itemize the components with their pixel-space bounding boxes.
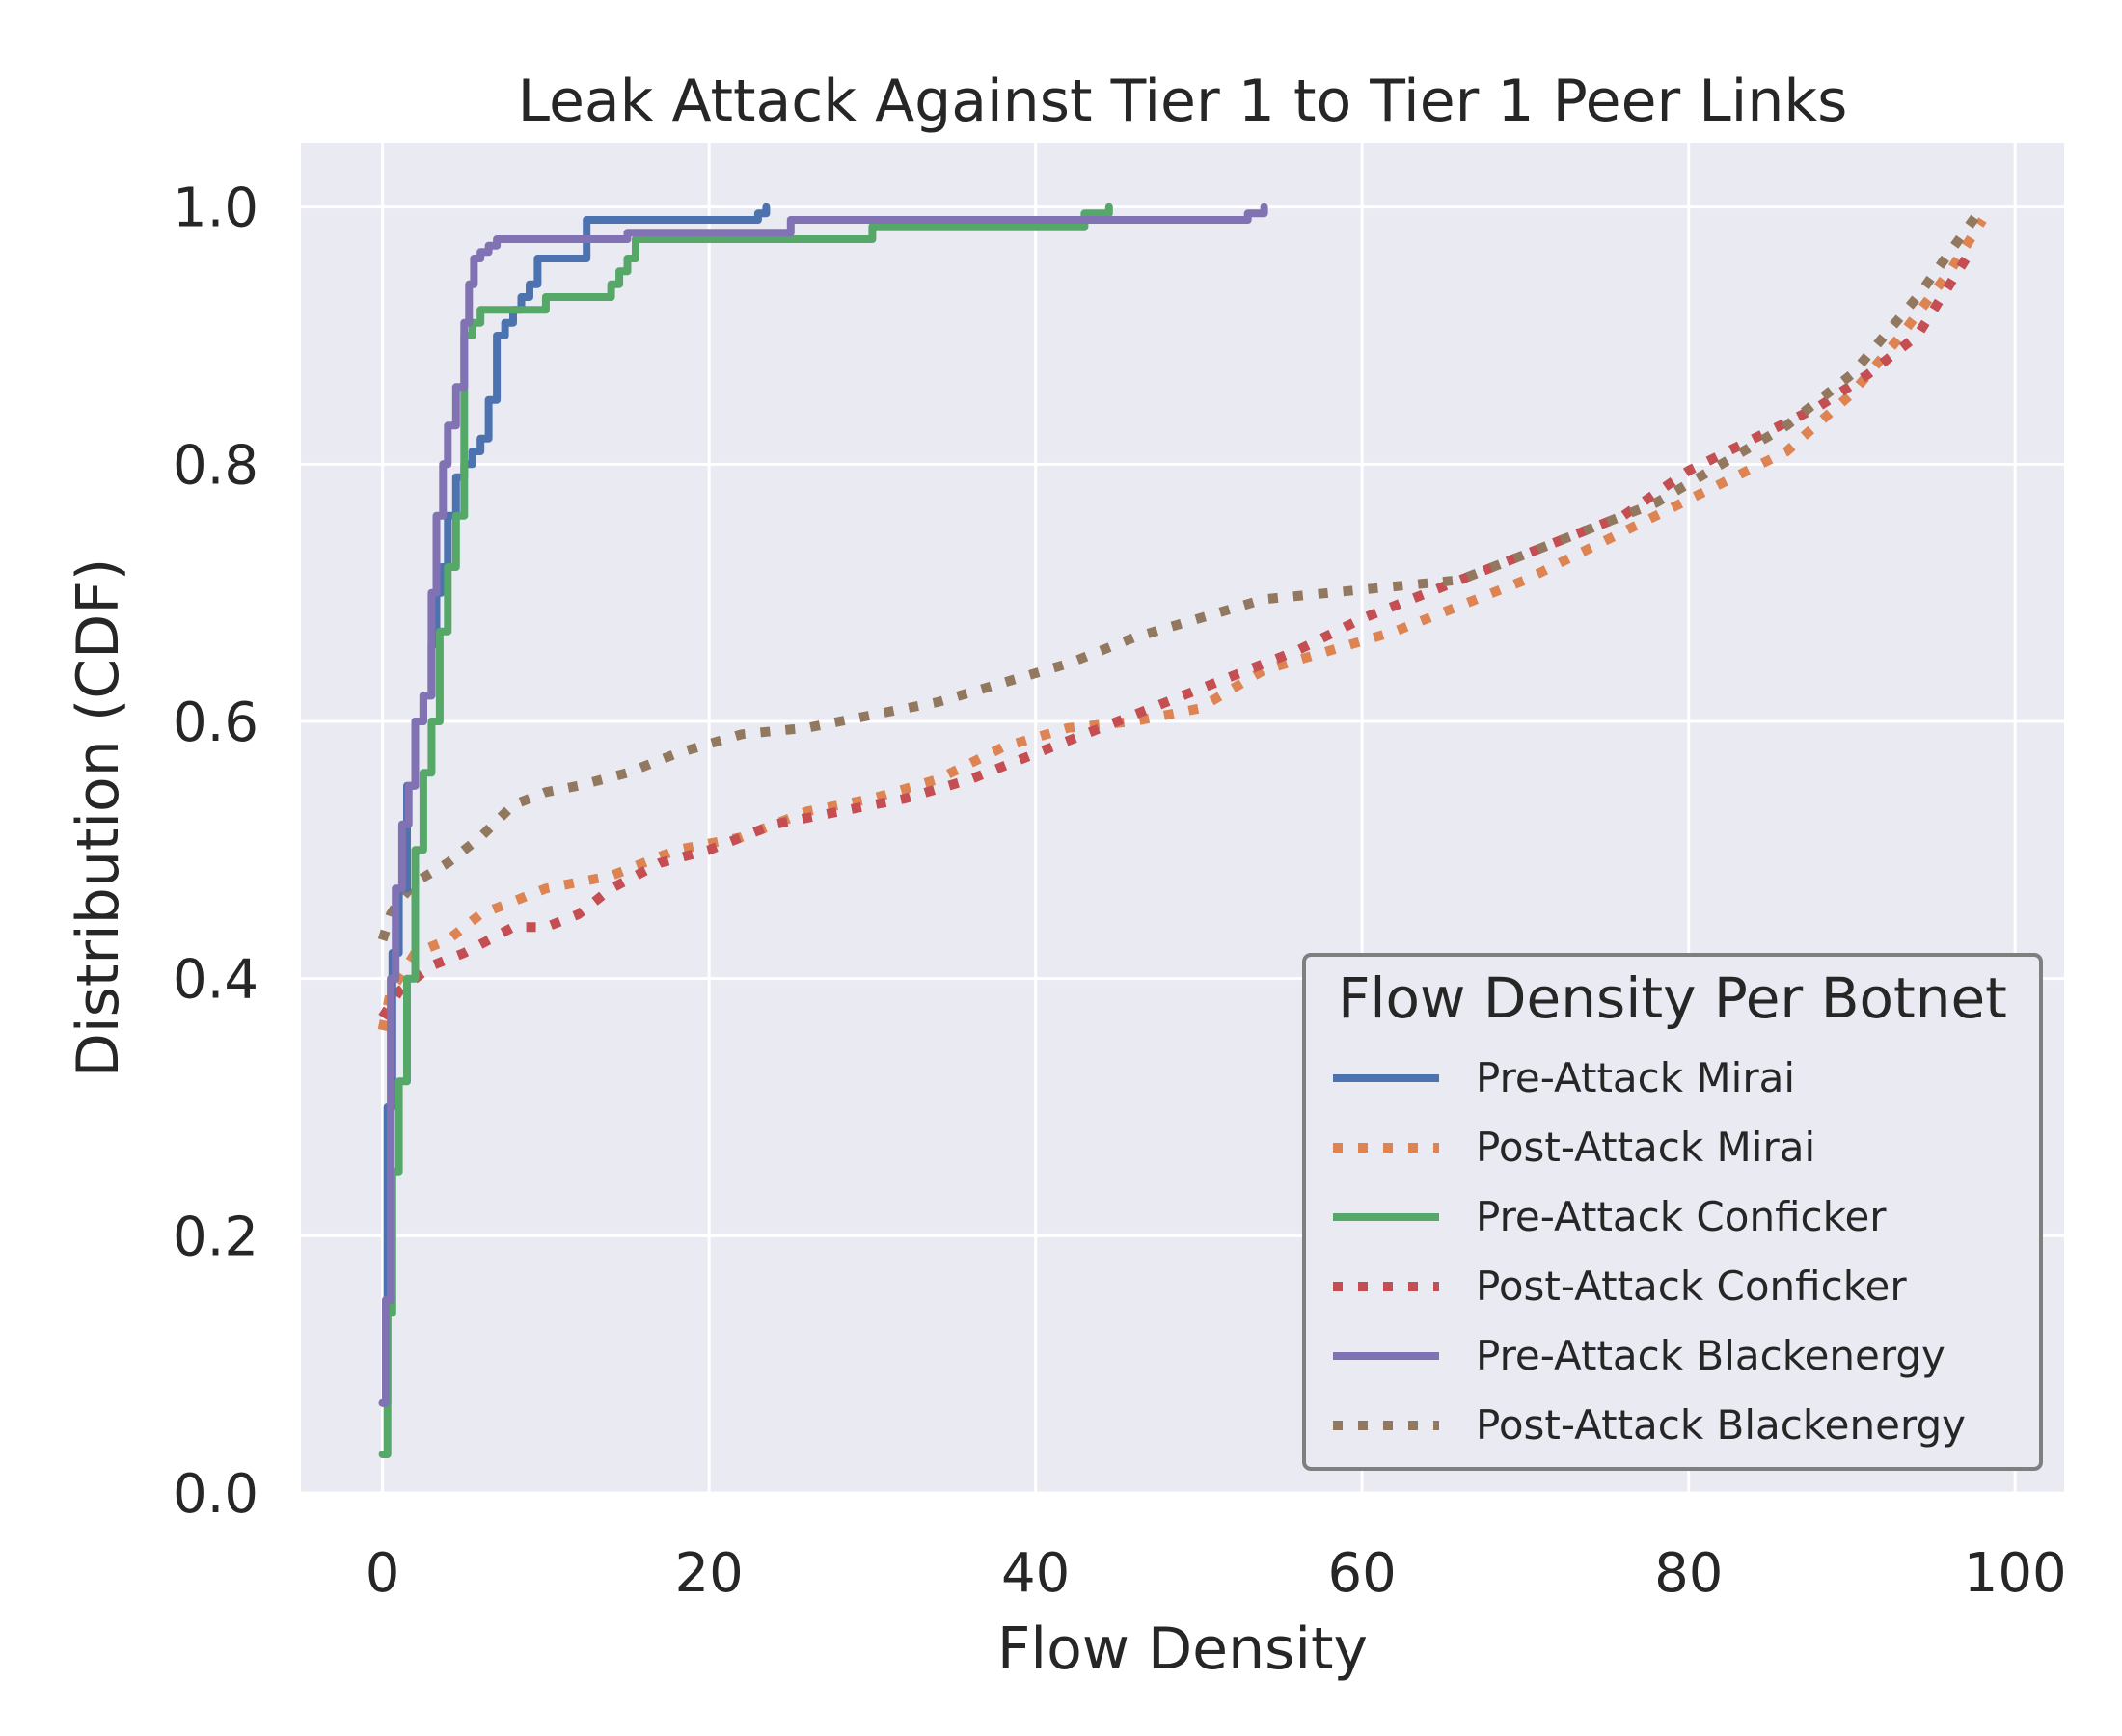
series-line-pre-attack-blackenergy: [378, 203, 1268, 1407]
legend-entry-label: Pre-Attack Conficker: [1476, 1193, 1887, 1240]
legend-entry-label: Post-Attack Conficker: [1476, 1262, 1907, 1310]
chart-title: Leak Attack Against Tier 1 to Tier 1 Pee…: [518, 68, 1848, 135]
x-tick-label: 20: [675, 1542, 744, 1605]
y-tick-label: 0.2: [173, 1206, 258, 1268]
x-tick-label: 60: [1328, 1542, 1397, 1605]
x-tick-label: 0: [366, 1542, 400, 1605]
legend-entry-label: Post-Attack Blackenergy: [1476, 1401, 1966, 1449]
legend-entry-label: Pre-Attack Blackenergy: [1476, 1332, 1945, 1379]
series-layer: [377, 203, 1987, 1458]
series-line-post-attack-blackenergy: [377, 203, 1987, 942]
legend-entry-label: Pre-Attack Mirai: [1476, 1054, 1795, 1101]
x-tick-label: 100: [1964, 1542, 2067, 1605]
y-tick-label: 0.6: [173, 692, 258, 754]
x-axis-label: Flow Density: [997, 1615, 1368, 1683]
legend-title: Flow Density Per Botnet: [1338, 965, 2007, 1031]
y-tick-labels: 0.0 0.2 0.4 0.6 0.8 1.0: [173, 177, 258, 1526]
legend-items: Pre-Attack Mirai Post-Attack Mirai Pre-Att…: [1333, 1054, 1966, 1449]
legend: Flow Density Per Botnet Pre-Attack Mirai…: [1302, 953, 2043, 1471]
x-tick-label: 40: [1001, 1542, 1070, 1605]
x-tick-labels: 0 20 40 60 80 100: [366, 1542, 2067, 1605]
y-tick-label: 0.0: [173, 1463, 258, 1526]
series-line-post-attack-conficker: [378, 256, 1971, 1020]
legend-entry-label: Post-Attack Mirai: [1476, 1124, 1815, 1171]
y-tick-label: 1.0: [173, 177, 258, 240]
x-tick-label: 80: [1654, 1542, 1723, 1605]
y-tick-label: 0.8: [173, 434, 258, 497]
legend-box: [1302, 953, 2043, 1471]
series-line-post-attack-mirai: [377, 217, 1987, 1032]
series-line-pre-attack-conficker: [378, 203, 1113, 1458]
y-tick-label: 0.4: [173, 949, 258, 1012]
y-axis-label: Distribution (CDF): [65, 558, 132, 1078]
